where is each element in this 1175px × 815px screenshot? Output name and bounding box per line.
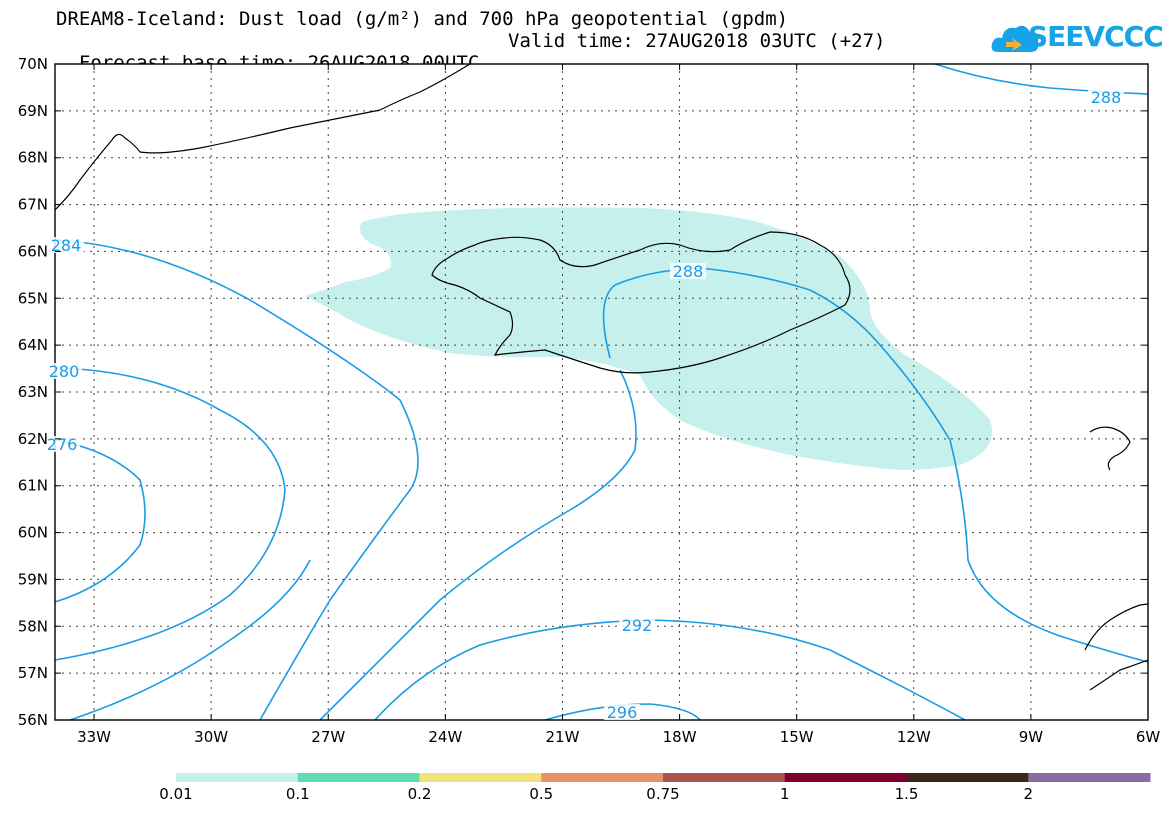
lat-label-63N: 63N [18, 383, 48, 401]
contour-276 [55, 439, 146, 603]
colorbar: 0.01 0.1 0.2 0.5 0.75 1 1.5 2 [159, 773, 1151, 803]
lon-label-33W: 33W [77, 728, 111, 746]
lon-label-12W: 12W [897, 728, 931, 746]
lat-label-56N: 56N [18, 711, 48, 729]
lat-label-61N: 61N [18, 477, 48, 495]
contour-288 [602, 267, 1148, 663]
lat-label-68N: 68N [18, 149, 48, 167]
contour-sw-low [69, 559, 311, 720]
lon-label-24W: 24W [428, 728, 462, 746]
lat-label-66N: 66N [18, 242, 48, 260]
lon-label-9W: 9W [1019, 728, 1044, 746]
contour-296 [544, 703, 701, 720]
cloud-icon [991, 25, 1039, 52]
colorbar-label-0.01: 0.01 [159, 785, 192, 803]
contour-label-276: 276 [47, 435, 78, 454]
contour-label-280: 280 [49, 362, 80, 381]
lat-label-67N: 67N [18, 196, 48, 214]
valid-time: Valid time: 27AUG2018 03UTC (+27) [508, 30, 886, 52]
colorbar-label-1: 1 [780, 785, 790, 803]
contour-label-288: 288 [1091, 88, 1122, 107]
colorbar-segment [176, 773, 299, 782]
lat-label-64N: 64N [18, 336, 48, 354]
colorbar-segment [663, 773, 786, 782]
lon-label-15W: 15W [780, 728, 814, 746]
contour-label-296: 296 [607, 703, 638, 722]
lat-label-59N: 59N [18, 570, 48, 588]
contour-284 [55, 239, 419, 720]
greenland-coast [55, 64, 471, 211]
colorbar-segment [541, 773, 664, 782]
colorbar-segment [297, 773, 420, 782]
colorbar-segment [906, 773, 1029, 782]
contour-280 [55, 367, 286, 661]
iceland-coast [431, 231, 851, 374]
lat-label-65N: 65N [18, 289, 48, 307]
lat-label-62N: 62N [18, 430, 48, 448]
logo-text: SEEVCCC [1028, 20, 1164, 53]
contour-label-288: 288 [673, 262, 704, 281]
colorbar-segment [419, 773, 542, 782]
contour-label-284: 284 [51, 236, 82, 255]
colorbar-segment [784, 773, 907, 782]
lat-label-58N: 58N [18, 617, 48, 635]
colorbar-label-0.5: 0.5 [529, 785, 553, 803]
colorbar-label-0.75: 0.75 [646, 785, 679, 803]
lat-label-69N: 69N [18, 102, 48, 120]
contour-inner-sw [319, 369, 637, 720]
lon-label-6W: 6W [1136, 728, 1161, 746]
faroe-islands [1089, 426, 1131, 471]
lon-label-18W: 18W [663, 728, 697, 746]
lon-label-21W: 21W [546, 728, 580, 746]
colorbar-label-2: 2 [1023, 785, 1033, 803]
colorbar-label-0.2: 0.2 [408, 785, 432, 803]
lon-label-30W: 30W [194, 728, 228, 746]
dust-region [305, 207, 992, 471]
colorbar-label-1.5: 1.5 [895, 785, 919, 803]
colorbar-label-0.1: 0.1 [286, 785, 310, 803]
colorbar-segment [1028, 773, 1151, 782]
map-title: DREAM8-Iceland: Dust load (g/m²) and 700… [56, 8, 789, 30]
lat-label-57N: 57N [18, 664, 48, 682]
scotland-coast [1084, 603, 1148, 691]
lat-label-70N: 70N [18, 55, 48, 73]
lat-label-60N: 60N [18, 524, 48, 542]
lon-label-27W: 27W [311, 728, 345, 746]
contour-label-292: 292 [622, 616, 653, 635]
